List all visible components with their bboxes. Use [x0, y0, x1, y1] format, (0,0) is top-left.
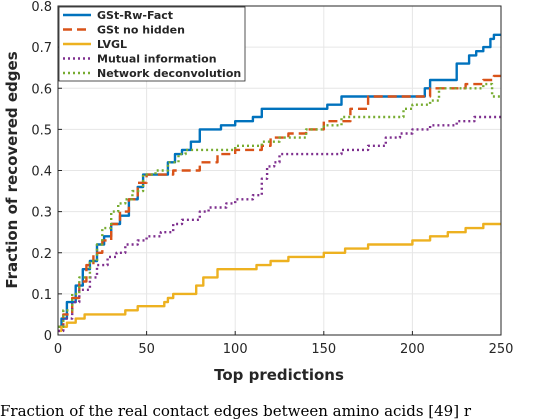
legend-label-1: GSt no hidden: [97, 24, 185, 37]
series-line-1: [58, 74, 501, 328]
x-tick-label: 100: [223, 342, 248, 357]
x-tick-label: 200: [400, 342, 425, 357]
y-axis-label: Fraction of recovered edges: [3, 51, 21, 288]
y-tick-label: 0.3: [31, 206, 52, 221]
axis-ticks: 0 50 100 150 200 250 0 0.1 0.2 0.3 0.4 0.5 0.6 0.7 0.8: [31, 0, 513, 357]
y-tick-label: 0.7: [31, 41, 52, 56]
y-tick-label: 0.2: [31, 247, 52, 262]
legend-label-4: Network deconvolution: [97, 67, 241, 80]
series-line-2: [58, 222, 501, 333]
y-tick-label: 0.6: [31, 82, 52, 97]
series-line-3: [58, 115, 501, 333]
legend-label-2: LVGL: [97, 38, 127, 51]
x-tick-label: 250: [489, 342, 514, 357]
y-tick-label: 0: [44, 329, 52, 344]
legend-label-0: GSt-Rw-Fact: [97, 9, 173, 22]
x-axis-label: Top predictions: [214, 366, 344, 384]
x-tick-label: 50: [138, 342, 155, 357]
y-tick-label: 0.8: [31, 0, 52, 15]
legend-label-3: Mutual information: [97, 53, 217, 66]
figure-caption: Fraction of the real contact edges betwe…: [0, 402, 472, 420]
series-layer: [58, 33, 501, 333]
y-tick-label: 0.5: [31, 123, 52, 138]
y-tick-label: 0.4: [31, 165, 52, 180]
x-tick-label: 150: [311, 342, 336, 357]
line-chart: 0 50 100 150 200 250 0 0.1 0.2 0.3 0.4 0.5 0.6 0.7 0.8…: [3, 0, 513, 384]
y-tick-label: 0.1: [31, 288, 52, 303]
x-tick-label: 0: [54, 342, 62, 357]
